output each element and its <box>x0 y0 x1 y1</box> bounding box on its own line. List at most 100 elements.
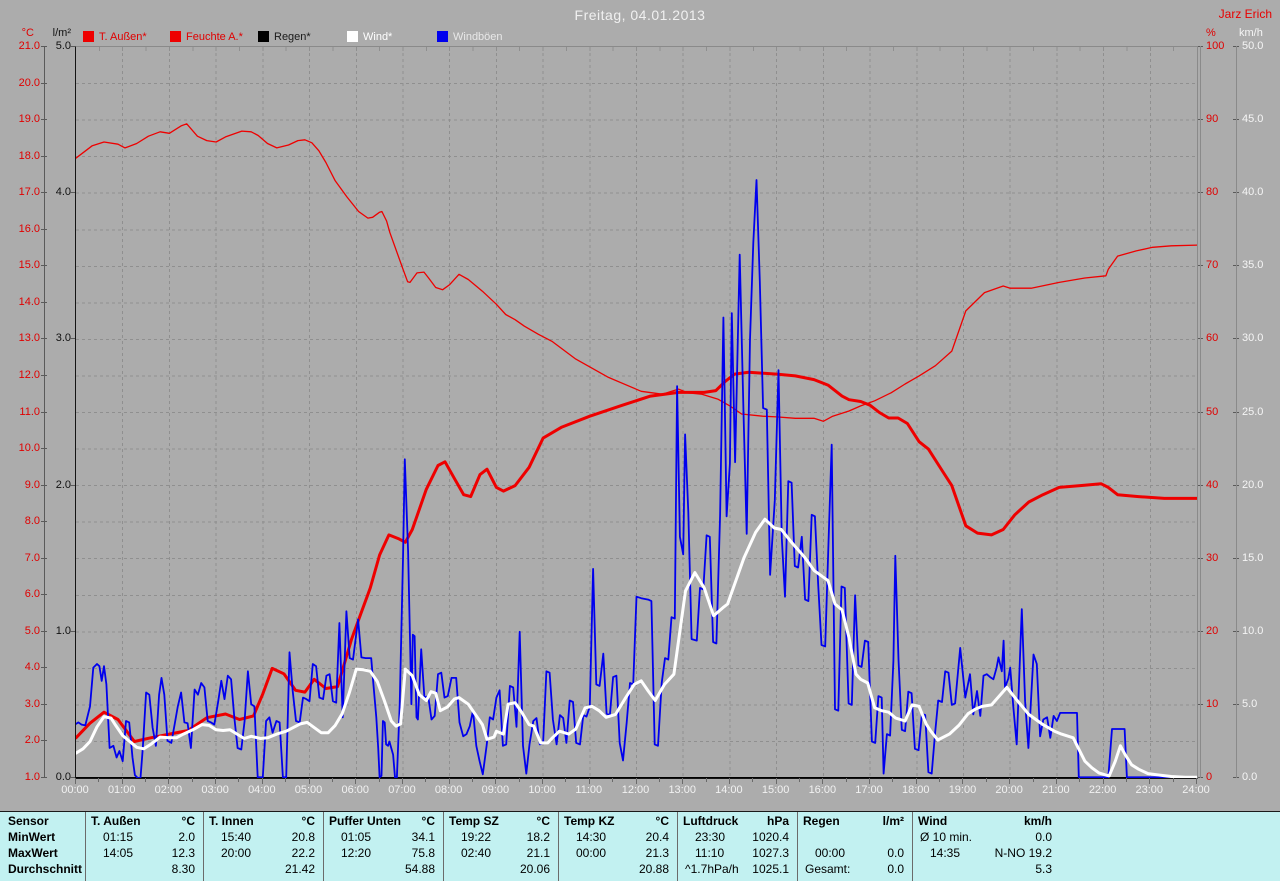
y-tick-label-humidity: 20 <box>1206 624 1219 637</box>
x-tick <box>892 778 894 782</box>
y-tick-label-rain: 2.0 <box>55 478 71 491</box>
x-tick <box>1196 778 1197 784</box>
table-cell-time: 11:10 <box>695 846 725 860</box>
series-feuchtea <box>76 123 1197 422</box>
x-tick <box>939 778 941 782</box>
table-cell-time: 02:40 <box>461 846 492 860</box>
temp-axis-line <box>44 46 45 778</box>
table-cell-value: 0.0 <box>887 846 904 860</box>
table-cell-value: 20.88 <box>638 862 669 876</box>
right-wind-axis-unit: km/h <box>1239 27 1263 39</box>
x-tick-label: 14:00 <box>715 784 743 796</box>
y-tick-rain <box>69 192 75 194</box>
sensor-stats-table: Sensor MinWert MaxWert Durchschnitt T. Außen… <box>0 812 1280 881</box>
x-tick <box>962 778 964 784</box>
y-tick-label-windspeed: 35.0 <box>1242 259 1264 272</box>
x-tick <box>915 778 917 784</box>
table-row-label: Durchschnitt <box>8 862 83 876</box>
x-tick <box>261 778 263 784</box>
x-tick <box>682 778 684 784</box>
x-tick <box>168 778 170 784</box>
x-tick <box>1125 778 1127 782</box>
x-tick <box>472 778 474 782</box>
x-tick <box>728 778 730 784</box>
table-cell-value: 0.0 <box>887 862 904 876</box>
y-tick-label-temp: 16.0 <box>18 222 40 235</box>
x-tick-label: 12:00 <box>621 784 650 796</box>
x-tick-label: 00:00 <box>61 784 89 796</box>
x-tick <box>1102 778 1104 784</box>
table-cell-value: 75.8 <box>411 846 435 860</box>
x-tick-label: 23:00 <box>1135 784 1164 796</box>
y-tick-label-temp: 18.0 <box>18 149 40 162</box>
x-tick <box>612 778 614 782</box>
y-tick-label-windspeed: 45.0 <box>1242 113 1264 126</box>
series-wind <box>76 517 1197 778</box>
y-tick-label-temp: 2.0 <box>24 734 40 747</box>
table-col-unit: km/h <box>1023 814 1052 828</box>
table-cell-time: 20:00 <box>221 846 252 860</box>
y-tick-label-windspeed: 0.0 <box>1242 771 1258 783</box>
table-cell-value: 8.30 <box>171 862 195 876</box>
legend-item-feuchtea: Feuchte A.* <box>170 31 243 44</box>
x-tick <box>518 778 520 782</box>
table-column-separator <box>85 812 86 881</box>
legend-item-regen: Regen* <box>258 31 311 44</box>
x-tick <box>635 778 637 784</box>
x-tick <box>75 778 76 784</box>
y-tick-label-temp: 11.0 <box>19 405 40 418</box>
table-col-unit: °C <box>655 814 669 828</box>
series-windben <box>76 179 1197 778</box>
legend-label: Regen* <box>274 31 311 43</box>
x-tick <box>1032 778 1034 782</box>
legend-item-windben: Windböen <box>437 31 503 44</box>
table-row-label: MinWert <box>8 830 56 844</box>
table-cell-time: 14:35 <box>930 846 961 860</box>
y-tick-label-temp: 12.0 <box>18 368 40 381</box>
table-row-label: Sensor <box>8 814 49 828</box>
table-cell-value: 21.3 <box>645 846 669 860</box>
table-cell-value: 2.0 <box>178 830 195 844</box>
page-title: Freitag, 04.01.2013 <box>574 7 706 23</box>
table-cell-value: 20.4 <box>645 830 669 844</box>
y-tick-label-temp: 10.0 <box>18 442 40 455</box>
y-tick-label-humidity: 30 <box>1206 551 1219 564</box>
y-tick-label-windspeed: 40.0 <box>1242 186 1264 199</box>
x-tick <box>425 778 427 782</box>
y-tick-label-temp: 8.0 <box>24 515 40 528</box>
y-tick-label-temp: 5.0 <box>24 624 40 637</box>
x-tick <box>1009 778 1011 784</box>
legend-item-wind: Wind* <box>347 31 392 44</box>
table-cell-value: 1020.4 <box>752 830 789 844</box>
left-rain-axis-unit: l/m² <box>52 27 71 39</box>
table-cell-value: 21.42 <box>284 862 315 876</box>
x-tick-label: 16:00 <box>808 784 837 796</box>
y-tick-label-temp: 20.0 <box>18 76 40 89</box>
x-tick <box>822 778 824 784</box>
x-tick <box>588 778 590 784</box>
x-tick-label: 10:00 <box>528 784 556 796</box>
x-tick <box>331 778 333 782</box>
x-tick <box>705 778 707 782</box>
table-cell-value: 20.8 <box>291 830 315 844</box>
x-tick <box>1055 778 1057 784</box>
table-cell-time: 14:30 <box>576 830 607 844</box>
table-col-unit: °C <box>181 814 195 828</box>
left-temp-axis-unit: °C <box>21 27 34 39</box>
x-tick <box>542 778 544 784</box>
x-tick <box>121 778 123 784</box>
x-tick-label: 06:00 <box>341 784 370 796</box>
table-cell-time: Gesamt: <box>805 862 851 876</box>
y-tick-label-windspeed: 10.0 <box>1242 624 1264 637</box>
x-tick-label: 17:00 <box>855 784 883 796</box>
right-humidity-axis-unit: % <box>1206 27 1216 39</box>
y-tick-label-temp: 15.0 <box>18 259 40 272</box>
x-tick <box>658 778 660 782</box>
legend-swatch-icon <box>170 31 181 42</box>
x-tick <box>355 778 357 784</box>
x-tick-label: 13:00 <box>668 784 696 796</box>
x-tick <box>495 778 497 784</box>
table-row-label: MaxWert <box>8 846 58 860</box>
table-col-name: Puffer Unten <box>329 814 401 828</box>
y-tick-label-temp: 3.0 <box>24 697 40 710</box>
